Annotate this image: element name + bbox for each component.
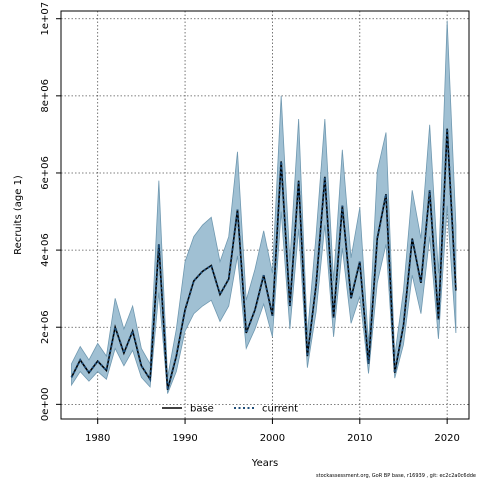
legend-label-base: base — [190, 404, 214, 415]
y-tick-label: 2e+06 — [40, 310, 51, 344]
x-tick-label: 1990 — [172, 433, 197, 444]
x-tick-label: 2010 — [347, 433, 372, 444]
x-tick-label: 2000 — [260, 433, 285, 444]
legend-label-current: current — [262, 404, 298, 415]
axes: 1980 1990 2000 2010 2020 0e+00 2e+06 4e+06 6e+06… — [40, 2, 460, 444]
y-tick-label: 0e+00 — [40, 388, 51, 422]
y-tick-label: 4e+06 — [40, 233, 51, 267]
footer-caption: stockassessment.org, GoR BP base, r16939… — [316, 473, 476, 479]
x-axis-label: Years — [251, 458, 278, 469]
y-axis-label: Recruits (age 1) — [13, 175, 24, 255]
x-tick-label: 2020 — [434, 433, 459, 444]
y-tick-label: 8e+06 — [40, 79, 51, 113]
plot-frame — [60, 10, 470, 420]
y-tick-label: 1e+07 — [40, 2, 51, 36]
series-line-current — [70, 128, 457, 390]
x-tick-label: 1980 — [85, 433, 110, 444]
y-tick-label: 6e+06 — [40, 156, 51, 190]
series-lines — [70, 128, 457, 390]
legend: base current — [162, 404, 298, 415]
